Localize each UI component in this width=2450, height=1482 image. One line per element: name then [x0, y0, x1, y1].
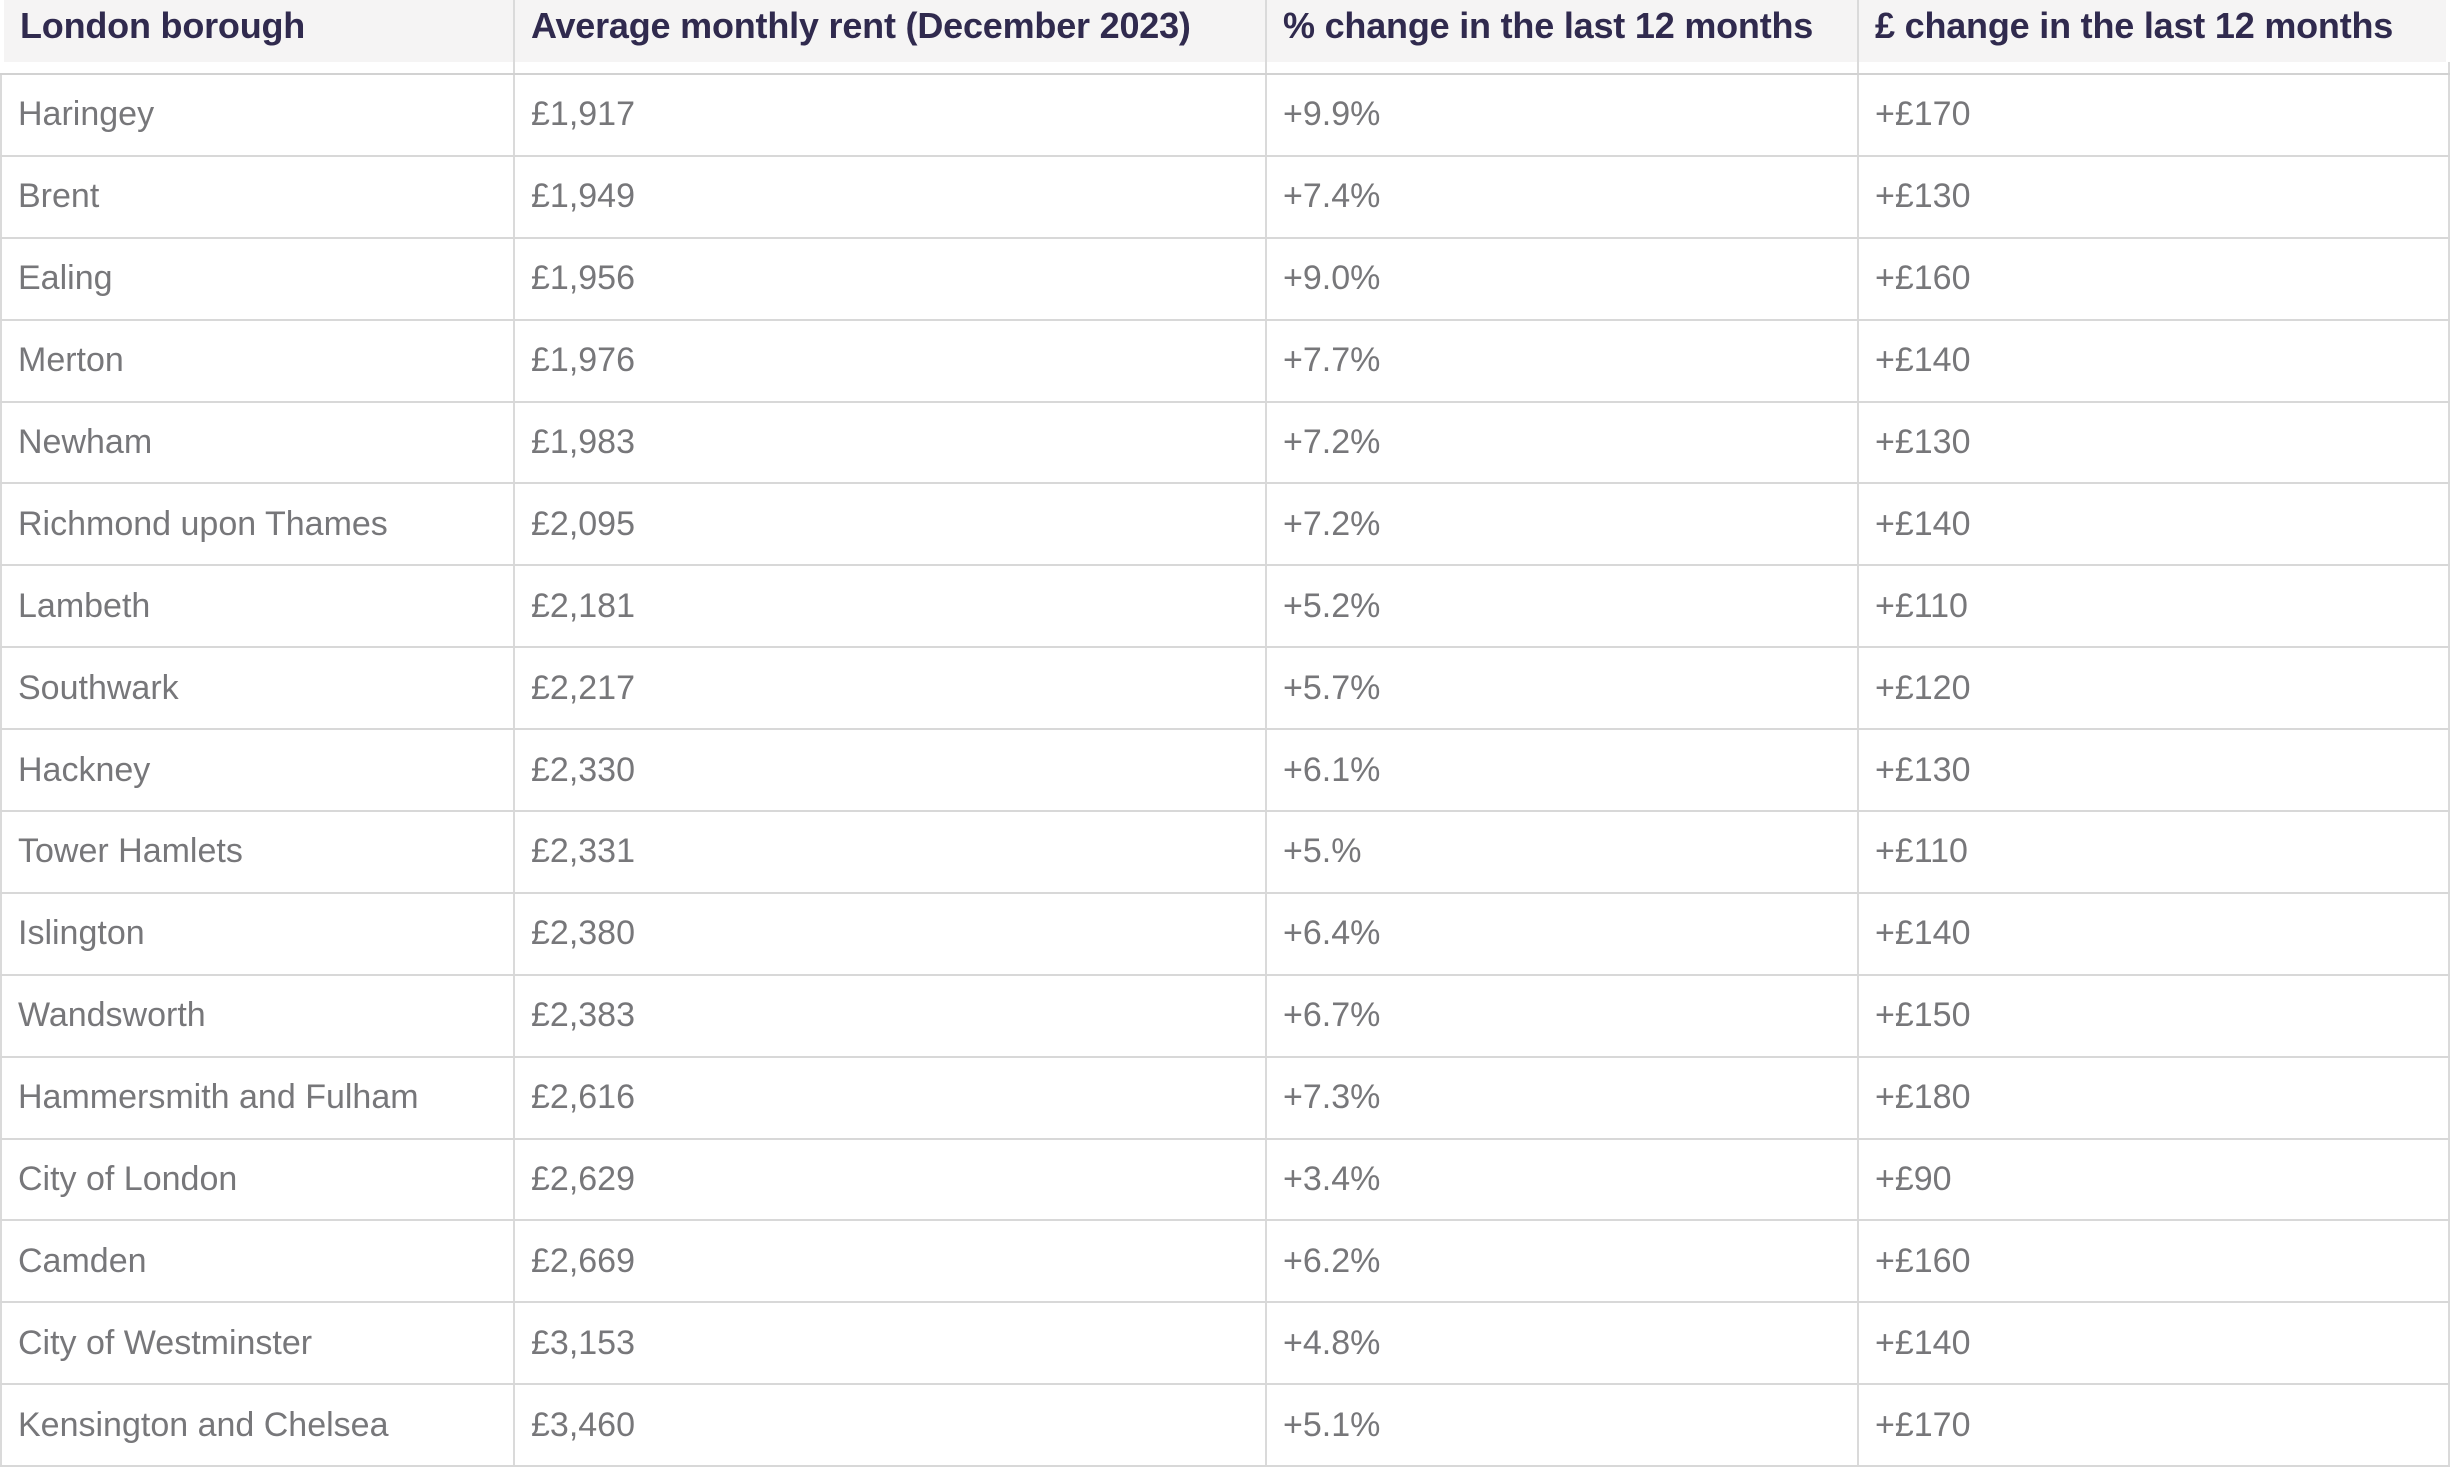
- borough-cell: Tower Hamlets: [0, 812, 515, 892]
- rent-cell: £3,153: [515, 1303, 1267, 1384]
- rent-cell: £2,616: [515, 1057, 1267, 1138]
- pct-change-cell: +7.3%: [1267, 1057, 1859, 1138]
- borough-cell: Haringey: [0, 75, 515, 155]
- pct-change-cell: +3.4%: [1267, 1139, 1859, 1220]
- table-row: Kensington and Chelsea £3,460 +5.1% +£170: [0, 1385, 2450, 1468]
- gbp-change-cell: +£140: [1859, 893, 2450, 974]
- pct-change-cell: +7.2%: [1267, 402, 1859, 483]
- spacer-cell: [0, 62, 515, 73]
- borough-cell: Brent: [0, 156, 515, 237]
- pct-change-cell: +5.7%: [1267, 648, 1859, 729]
- borough-cell: Kensington and Chelsea: [0, 1385, 515, 1466]
- gbp-change-cell: +£180: [1859, 1057, 2450, 1138]
- pct-change-cell: +5.%: [1267, 812, 1859, 892]
- pct-change-cell: +9.0%: [1267, 238, 1859, 319]
- table-row: Haringey £1,917 +9.9% +£170: [0, 75, 2450, 157]
- rent-cell: £2,383: [515, 975, 1267, 1056]
- rent-cell: £2,095: [515, 484, 1267, 565]
- table-row: Wandsworth £2,383 +6.7% +£150: [0, 975, 2450, 1058]
- gbp-change-cell: +£130: [1859, 402, 2450, 483]
- borough-cell: Hackney: [0, 730, 515, 811]
- table-row: Lambeth £2,181 +5.2% +£110: [0, 566, 2450, 649]
- pct-change-cell: +5.2%: [1267, 566, 1859, 647]
- table-row: Tower Hamlets £2,331 +5.% +£110: [0, 812, 2450, 894]
- spacer-cell: [1267, 62, 1859, 73]
- column-header-borough: London borough: [0, 0, 515, 62]
- gbp-change-cell: +£140: [1859, 320, 2450, 401]
- pct-change-cell: +7.2%: [1267, 484, 1859, 565]
- table-row: City of London £2,629 +3.4% +£90: [0, 1139, 2450, 1222]
- rent-cell: £2,217: [515, 648, 1267, 729]
- borough-cell: Richmond upon Thames: [0, 484, 515, 565]
- rent-cell: £1,956: [515, 238, 1267, 319]
- table-row: Islington £2,380 +6.4% +£140: [0, 893, 2450, 976]
- gbp-change-cell: +£170: [1859, 1385, 2450, 1466]
- borough-cell: Wandsworth: [0, 975, 515, 1056]
- borough-cell: Islington: [0, 893, 515, 974]
- gbp-change-cell: +£110: [1859, 812, 2450, 892]
- pct-change-cell: +5.1%: [1267, 1385, 1859, 1466]
- gbp-change-cell: +£160: [1859, 238, 2450, 319]
- table-row: Hackney £2,330 +6.1% +£130: [0, 730, 2450, 813]
- gbp-change-cell: +£90: [1859, 1139, 2450, 1220]
- pct-change-cell: +6.2%: [1267, 1221, 1859, 1302]
- table-row: Merton £1,976 +7.7% +£140: [0, 320, 2450, 403]
- pct-change-cell: +6.4%: [1267, 893, 1859, 974]
- header-spacer-row: [0, 62, 2450, 75]
- gbp-change-cell: +£140: [1859, 1303, 2450, 1384]
- borough-cell: Newham: [0, 402, 515, 483]
- gbp-change-cell: +£170: [1859, 75, 2450, 155]
- rent-cell: £2,331: [515, 812, 1267, 892]
- borough-cell: City of Westminster: [0, 1303, 515, 1384]
- gbp-change-cell: +£120: [1859, 648, 2450, 729]
- rent-cell: £2,181: [515, 566, 1267, 647]
- column-header-pct-change: % change in the last 12 months: [1267, 0, 1859, 62]
- table-row: Ealing £1,956 +9.0% +£160: [0, 238, 2450, 321]
- borough-cell: City of London: [0, 1139, 515, 1220]
- table-row: Brent £1,949 +7.4% +£130: [0, 156, 2450, 239]
- rent-cell: £2,380: [515, 893, 1267, 974]
- rent-cell: £2,629: [515, 1139, 1267, 1220]
- table-row: City of Westminster £3,153 +4.8% +£140: [0, 1303, 2450, 1386]
- borough-cell: Ealing: [0, 238, 515, 319]
- spacer-cell: [1859, 62, 2450, 73]
- gbp-change-cell: +£160: [1859, 1221, 2450, 1302]
- borough-cell: Merton: [0, 320, 515, 401]
- table-row: Hammersmith and Fulham £2,616 +7.3% +£180: [0, 1057, 2450, 1140]
- rent-cell: £1,917: [515, 75, 1267, 155]
- pct-change-cell: +4.8%: [1267, 1303, 1859, 1384]
- pct-change-cell: +7.4%: [1267, 156, 1859, 237]
- gbp-change-cell: +£140: [1859, 484, 2450, 565]
- pct-change-cell: +7.7%: [1267, 320, 1859, 401]
- rent-cell: £1,949: [515, 156, 1267, 237]
- rent-cell: £1,983: [515, 402, 1267, 483]
- borough-cell: Southwark: [0, 648, 515, 729]
- pct-change-cell: +6.1%: [1267, 730, 1859, 811]
- rent-cell: £1,976: [515, 320, 1267, 401]
- rent-cell: £3,460: [515, 1385, 1267, 1466]
- table-row: Camden £2,669 +6.2% +£160: [0, 1221, 2450, 1304]
- borough-cell: Hammersmith and Fulham: [0, 1057, 515, 1138]
- gbp-change-cell: +£130: [1859, 156, 2450, 237]
- table-row: Newham £1,983 +7.2% +£130: [0, 402, 2450, 485]
- pct-change-cell: +9.9%: [1267, 75, 1859, 155]
- column-header-gbp-change: £ change in the last 12 months: [1859, 0, 2450, 62]
- pct-change-cell: +6.7%: [1267, 975, 1859, 1056]
- spacer-cell: [515, 62, 1267, 73]
- table-header-row: London borough Average monthly rent (Dec…: [0, 0, 2450, 62]
- table-row: Richmond upon Thames £2,095 +7.2% +£140: [0, 484, 2450, 567]
- borough-cell: Camden: [0, 1221, 515, 1302]
- borough-cell: Lambeth: [0, 566, 515, 647]
- gbp-change-cell: +£110: [1859, 566, 2450, 647]
- rent-cell: £2,330: [515, 730, 1267, 811]
- table-body: Haringey £1,917 +9.9% +£170 Brent £1,949 +7.4%…: [0, 75, 2450, 1468]
- column-header-rent: Average monthly rent (December 2023): [515, 0, 1267, 62]
- table-row: Southwark £2,217 +5.7% +£120: [0, 648, 2450, 731]
- gbp-change-cell: +£130: [1859, 730, 2450, 811]
- rent-cell: £2,669: [515, 1221, 1267, 1302]
- gbp-change-cell: +£150: [1859, 975, 2450, 1056]
